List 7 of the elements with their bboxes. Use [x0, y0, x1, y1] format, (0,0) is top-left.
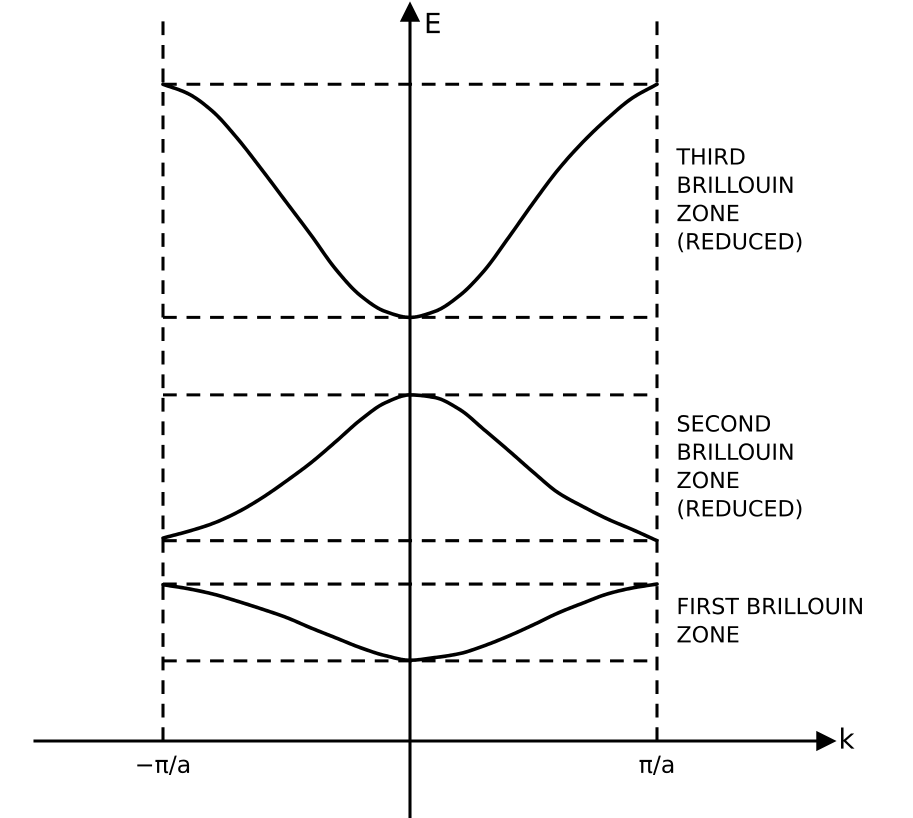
- text: THIRD BRILLOUIN ZONE (REDUCED): [676, 148, 802, 252]
- x-tick-label: π/a: [640, 756, 674, 776]
- x-tick-label: −π/a: [137, 756, 190, 776]
- text: k: [841, 728, 855, 749]
- y-axis-title: E: [426, 12, 440, 34]
- series-label: SECOND BRILLOUIN ZONE (REDUCED): [677, 415, 802, 520]
- series-label: FIRST BRILLOUIN ZONE: [677, 598, 862, 643]
